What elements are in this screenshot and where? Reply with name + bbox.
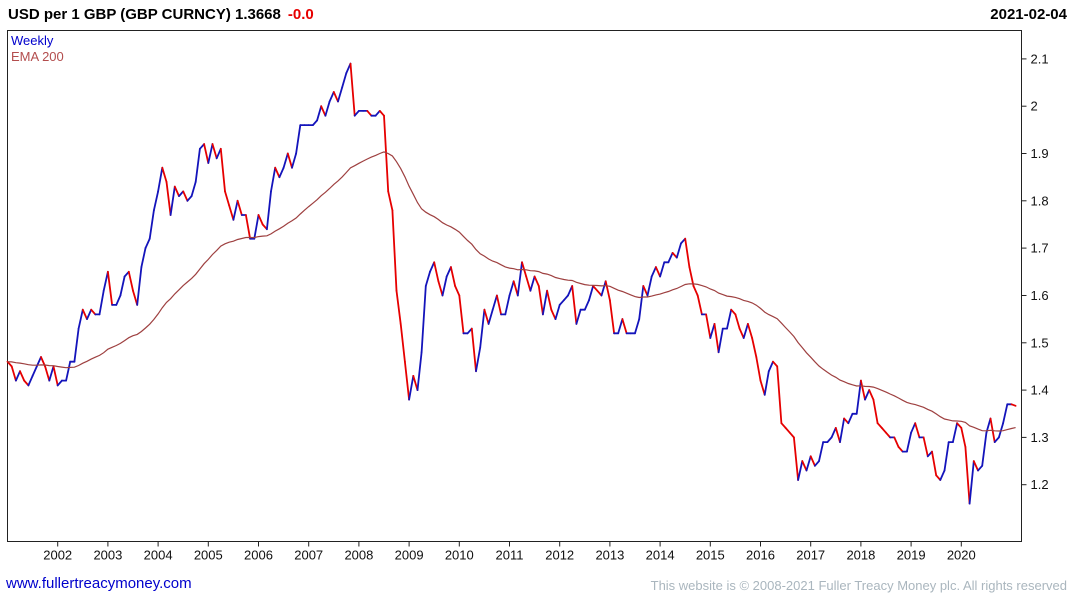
x-axis-label: 2016 [746, 548, 775, 563]
x-axis-label: 2009 [395, 548, 424, 563]
x-axis-label: 2011 [496, 548, 524, 563]
chart-date: 2021-02-04 [990, 6, 1067, 23]
x-axis-label: 2007 [294, 548, 323, 563]
x-axis-label: 2010 [445, 548, 474, 563]
x-axis-label: 2006 [244, 548, 273, 563]
x-axis-label: 2004 [144, 548, 173, 563]
y-axis-label: 1.4 [1031, 383, 1049, 398]
x-axis-label: 2014 [646, 548, 675, 563]
ema-line [7, 151, 1016, 432]
x-axis-label: 2013 [595, 548, 624, 563]
legend-ema-label: EMA 200 [11, 49, 64, 64]
x-axis-label: 2003 [93, 548, 122, 563]
x-axis-label: 2005 [194, 548, 223, 563]
y-axis-label: 1.5 [1031, 335, 1049, 350]
copyright-text: This website is © 2008-2021 Fuller Treac… [650, 578, 1067, 593]
y-axis-label: 1.3 [1031, 430, 1049, 445]
x-axis-label: 2018 [846, 548, 875, 563]
y-axis-label: 1.7 [1031, 241, 1049, 256]
y-axis-label: 1.9 [1031, 146, 1049, 161]
instrument-title: USD per 1 GBP (GBP CURNCY) 1.3668 [8, 6, 281, 23]
x-axis-label: 2019 [897, 548, 926, 563]
site-link[interactable]: www.fullertreacymoney.com [6, 575, 192, 592]
y-axis-label: 1.8 [1031, 193, 1049, 208]
plot-border [7, 30, 1022, 542]
page-title: USD per 1 GBP (GBP CURNCY) 1.3668 -0.0 [8, 6, 314, 23]
y-axis-label: 1.6 [1031, 288, 1049, 303]
x-axis-label: 2002 [43, 548, 72, 563]
x-axis-label: 2008 [344, 548, 373, 563]
x-axis-label: 2012 [545, 548, 574, 563]
x-axis-label: 2020 [947, 548, 976, 563]
x-axis-label: 2017 [796, 548, 825, 563]
y-axis-label: 2 [1031, 99, 1038, 114]
price-series [6, 62, 1017, 505]
x-axis-label: 2015 [696, 548, 725, 563]
y-axis-label: 2.1 [1031, 51, 1049, 66]
chart-legend: Weekly EMA 200 [11, 33, 64, 65]
y-axis-label: 1.2 [1031, 477, 1049, 492]
legend-weekly-label: Weekly [11, 33, 54, 48]
price-change: -0.0 [287, 6, 314, 23]
